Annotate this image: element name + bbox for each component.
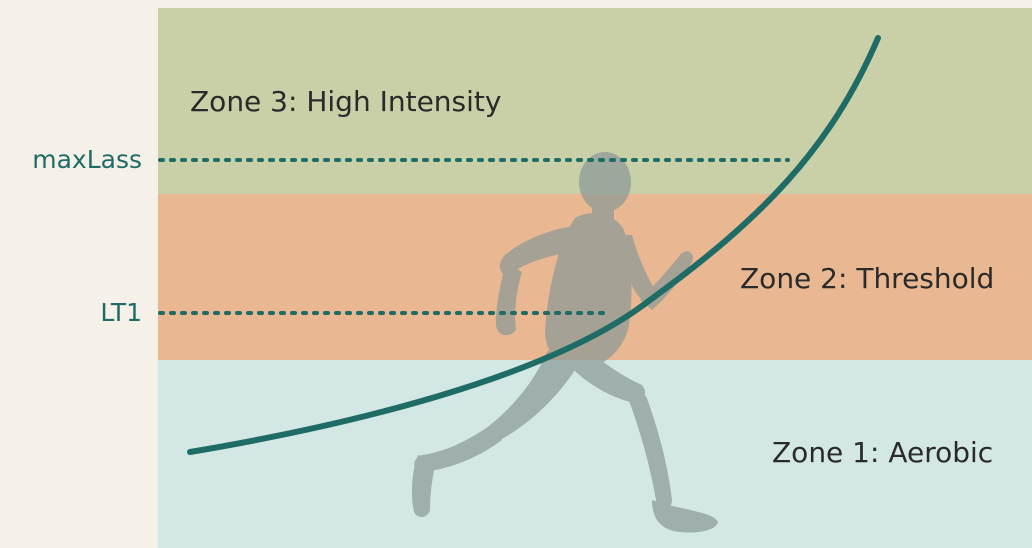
maxlass-label: maxLass: [32, 145, 142, 174]
lt1-label: LT1: [100, 298, 142, 327]
zone-1-label: Zone 1: Aerobic: [772, 436, 994, 469]
zone-1-band: [158, 360, 1032, 548]
zone-2-label: Zone 2: Threshold: [740, 262, 995, 295]
zone-3-label: Zone 3: High Intensity: [190, 85, 502, 118]
lactate-curve: [187, 35, 881, 455]
